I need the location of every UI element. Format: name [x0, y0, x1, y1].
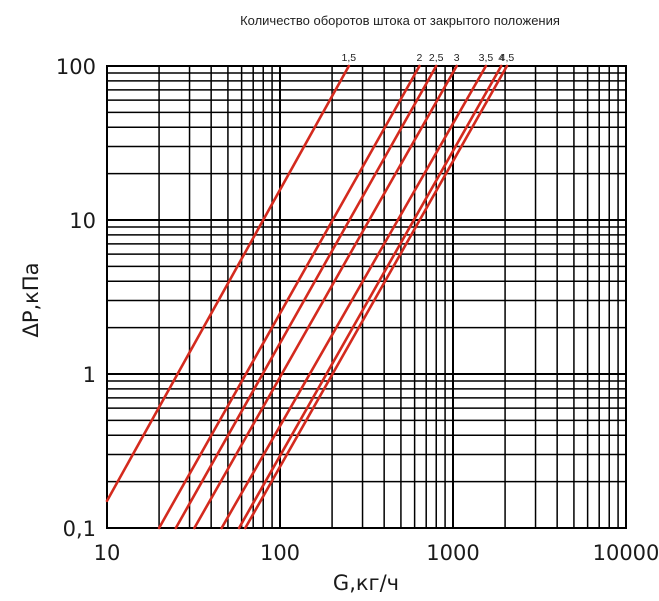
y-tick-label: 10 — [69, 209, 96, 233]
grid — [106, 65, 627, 529]
series-line-3 — [174, 64, 438, 530]
x-tick-label: 1000 — [426, 541, 479, 565]
series-label: 3,5 — [479, 52, 494, 64]
series-lines — [105, 64, 509, 530]
y-tick-label: 0,1 — [63, 517, 96, 541]
series-label: 1,5 — [342, 52, 357, 64]
chart-title: Количество оборотов штока от закрытого п… — [240, 13, 560, 28]
series-labels: 1,5 2 2,5 3 3,5 44,5 — [342, 52, 515, 64]
series-line-1 — [105, 64, 351, 503]
series-line-2 — [157, 64, 421, 530]
series-label: 4,5 — [500, 52, 515, 64]
x-tick-label: 10 — [94, 541, 121, 565]
y-axis-label: ΔP,кПа — [19, 262, 43, 337]
series-line-5 — [220, 64, 488, 530]
series-label: 4 — [498, 52, 504, 64]
x-axis-label: G,кг/ч — [333, 571, 399, 595]
series-line-4 — [193, 64, 458, 530]
y-tick-label: 100 — [56, 55, 96, 79]
series-label: 2,5 — [429, 52, 444, 64]
plot-frame — [106, 65, 627, 529]
y-tick-label: 1 — [83, 363, 96, 387]
y-tick-labels: 0,1 1 10 100 — [56, 55, 96, 541]
x-tick-labels: 10 100 1000 10000 — [94, 541, 659, 565]
series-label: 3 — [454, 52, 460, 64]
series-line-7 — [243, 64, 509, 530]
series-label: 2 — [417, 52, 423, 64]
series-line-6 — [237, 64, 503, 530]
x-tick-label: 100 — [260, 541, 300, 565]
x-tick-label: 10000 — [593, 541, 659, 565]
